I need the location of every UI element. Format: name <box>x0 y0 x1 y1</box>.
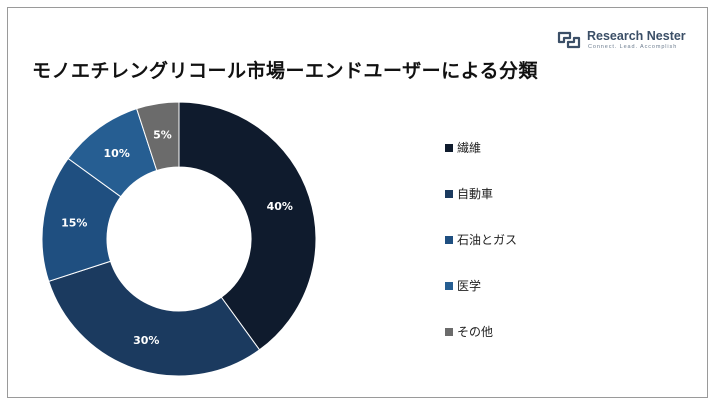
legend-swatch <box>445 282 453 290</box>
legend-swatch <box>445 328 453 336</box>
slice-label-4: 10% <box>104 147 130 160</box>
logo-mark-icon <box>557 31 581 49</box>
chart-title: モノエチレングリコール市場ーエンドユーザーによる分類 <box>32 60 539 82</box>
slice-label-5: 5% <box>153 128 172 141</box>
legend-label: その他 <box>457 325 494 339</box>
legend-swatch <box>445 190 453 198</box>
legend-swatch <box>445 144 453 152</box>
slice-label-3: 15% <box>61 216 87 229</box>
legend-label: 医学 <box>457 279 482 293</box>
legend-swatch <box>445 236 453 244</box>
legend-label: 自動車 <box>457 187 494 201</box>
logo-name: Research Nester <box>587 29 686 43</box>
logo-tagline: Connect. Lead. Accomplish <box>588 44 678 50</box>
donut-slice-1 <box>178 101 317 351</box>
slice-label-1: 40% <box>267 200 293 213</box>
legend-label: 繊維 <box>457 141 482 155</box>
legend-label: 石油とガス <box>457 233 518 247</box>
research-nester-logo: Research Nester Connect. Lead. Accomplis… <box>556 29 706 53</box>
donut-slice-5 <box>136 101 180 172</box>
slice-label-2: 30% <box>133 334 159 347</box>
donut-slice-2 <box>48 260 261 377</box>
